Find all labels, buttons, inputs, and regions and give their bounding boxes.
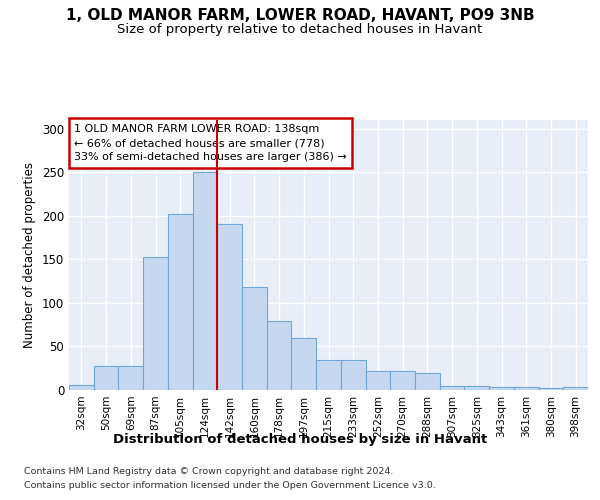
Bar [292, 338, 316, 390]
Bar [69, 385, 94, 390]
Text: 1 OLD MANOR FARM LOWER ROAD: 138sqm
← 66% of detached houses are smaller (778)
3: 1 OLD MANOR FARM LOWER ROAD: 138sqm ← 66… [74, 124, 347, 162]
Text: Contains public sector information licensed under the Open Government Licence v3: Contains public sector information licen… [24, 481, 436, 490]
Bar [242, 287, 267, 390]
Text: Size of property relative to detached houses in Havant: Size of property relative to detached ho… [118, 22, 482, 36]
Text: Contains HM Land Registry data © Crown copyright and database right 2024.: Contains HM Land Registry data © Crown c… [24, 468, 394, 476]
Bar [365, 371, 390, 390]
Bar [267, 321, 292, 390]
Bar [514, 386, 539, 390]
Bar [316, 360, 341, 390]
Bar [464, 386, 489, 390]
Bar [193, 172, 217, 390]
Bar [440, 386, 464, 390]
Bar [415, 374, 440, 390]
Bar [143, 256, 168, 390]
Text: Distribution of detached houses by size in Havant: Distribution of detached houses by size … [113, 432, 487, 446]
Bar [489, 386, 514, 390]
Bar [563, 386, 588, 390]
Bar [168, 214, 193, 390]
Bar [94, 366, 118, 390]
Bar [539, 388, 563, 390]
Bar [341, 360, 365, 390]
Bar [390, 371, 415, 390]
Y-axis label: Number of detached properties: Number of detached properties [23, 162, 37, 348]
Text: 1, OLD MANOR FARM, LOWER ROAD, HAVANT, PO9 3NB: 1, OLD MANOR FARM, LOWER ROAD, HAVANT, P… [65, 8, 535, 22]
Bar [118, 366, 143, 390]
Bar [217, 224, 242, 390]
